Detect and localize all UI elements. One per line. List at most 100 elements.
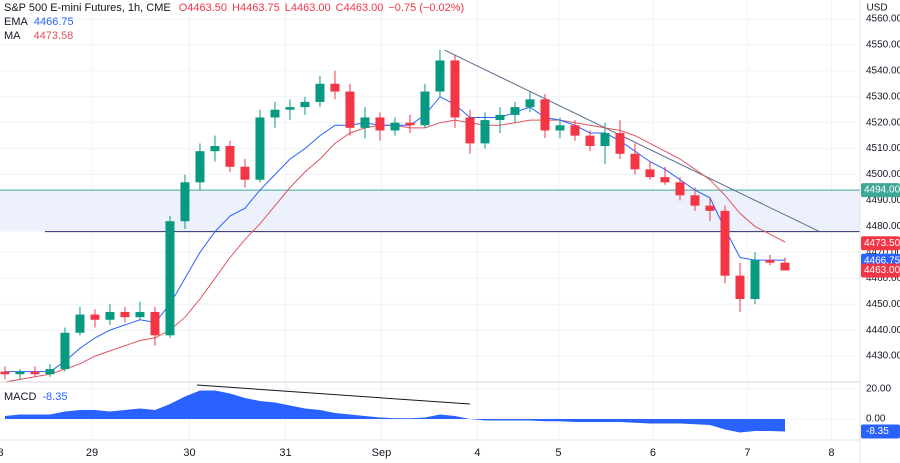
candle-body <box>630 153 640 170</box>
legend-label: EMA <box>4 16 29 28</box>
price-pane <box>0 49 860 382</box>
candle-body <box>30 371 40 375</box>
candle-body <box>420 91 430 126</box>
candle-body <box>645 169 655 178</box>
indicator-line <box>4 119 786 382</box>
candle-body <box>600 133 610 147</box>
candle-body <box>690 195 700 206</box>
candle-body <box>660 177 670 183</box>
legend-label: MA <box>4 30 21 42</box>
y-tick-label: 20.00 <box>866 384 891 395</box>
legend-value: 4466.75 <box>34 16 74 28</box>
candle-body <box>555 125 565 131</box>
candle-body <box>705 205 715 211</box>
candle-body <box>225 146 235 167</box>
candle-body <box>570 125 580 136</box>
candle-body <box>315 83 325 102</box>
candle-body <box>60 332 70 370</box>
x-tick-label: Sep <box>372 447 392 459</box>
price-label: 4473.50 <box>864 238 900 249</box>
legend-value: -8.35 <box>42 391 67 403</box>
candle-body <box>15 371 25 375</box>
macd-pane <box>5 384 785 433</box>
x-tick-label: 31 <box>279 447 291 459</box>
price-label-box <box>861 236 900 251</box>
change: −0.75 (−0.02%) <box>388 2 464 14</box>
candle-body <box>270 109 280 118</box>
legend-ma: MA 4473.58 <box>4 30 73 42</box>
candle-body <box>90 314 100 320</box>
y-tick-label: 4550.00 <box>866 40 900 51</box>
y-tick-label: 4480.00 <box>866 221 900 232</box>
candle-body <box>615 133 625 154</box>
candle-body <box>435 60 445 92</box>
price-label-box <box>861 183 900 198</box>
x-tick-label: 29 <box>86 447 98 459</box>
x-tick-label: 30 <box>183 447 195 459</box>
y-tick-label: 4500.00 <box>866 169 900 180</box>
legend-value: 4473.58 <box>34 30 74 42</box>
price-label: 4494.00 <box>864 185 900 196</box>
ohlc: L4463.00 <box>285 2 331 14</box>
candle-body <box>390 122 400 131</box>
candle-body <box>375 117 385 131</box>
macd-label: -8.35 <box>866 426 889 437</box>
candle-body <box>465 117 475 144</box>
y-tick-label: 4530.00 <box>866 91 900 102</box>
candle-body <box>105 311 115 320</box>
price-label: 4463.00 <box>864 265 900 276</box>
candle-body <box>540 99 550 131</box>
candle-body <box>585 135 595 147</box>
candle-body <box>150 311 160 336</box>
price-label-box <box>861 263 900 278</box>
candle-body <box>285 107 295 110</box>
y-tick-label: 4460.00 <box>866 273 900 284</box>
ohlc: C4463.00 <box>336 2 384 14</box>
x-tick-label: 4 <box>474 447 480 459</box>
ohlc: O4463.50 <box>179 2 227 14</box>
x-tick-label: 7 <box>744 447 750 459</box>
candle-body <box>405 122 415 126</box>
macd-label-box <box>861 424 900 439</box>
candle-body <box>195 151 205 183</box>
y-tick-label: 4440.00 <box>866 325 900 336</box>
y-tick-label: 4540.00 <box>866 65 900 76</box>
candle-body <box>735 275 745 300</box>
legend-ema: EMA 4466.75 <box>4 16 74 28</box>
candle-body <box>480 120 490 144</box>
candle-body <box>45 369 55 375</box>
candle-body <box>675 182 685 196</box>
candle-body <box>0 371 10 375</box>
candle-body <box>300 101 310 108</box>
candle-body <box>75 314 85 333</box>
candle-body <box>120 311 130 318</box>
candle-body <box>345 91 355 128</box>
candle-body <box>165 221 175 336</box>
candle-body <box>450 60 460 118</box>
x-tick-label: 6 <box>650 447 656 459</box>
candle-body <box>255 117 265 180</box>
y-tick-label: 4430.00 <box>866 351 900 362</box>
candle-body <box>240 166 250 180</box>
candle-body <box>180 182 190 222</box>
y-tick-label: 4450.00 <box>866 299 900 310</box>
candle-body <box>510 107 520 115</box>
legend-label: MACD <box>4 391 36 403</box>
candle-body <box>525 99 535 108</box>
x-tick-label: 5 <box>555 447 561 459</box>
candle-body <box>210 146 220 152</box>
candle-body <box>720 210 730 276</box>
ohlc: H4463.75 <box>232 2 280 14</box>
header: S&P 500 E-mini Futures, 1h, CME O4463.50 H… <box>4 2 464 14</box>
y-tick-label: 4560.00 <box>866 14 900 25</box>
macd-area <box>5 390 785 433</box>
macd-trendline <box>196 384 471 405</box>
candle-body <box>765 260 775 263</box>
legend-macd: MACD -8.35 <box>4 391 67 403</box>
x-tick-label: 28 <box>0 447 4 459</box>
y-tick-label: 4510.00 <box>866 143 900 154</box>
candle-body <box>360 117 370 128</box>
